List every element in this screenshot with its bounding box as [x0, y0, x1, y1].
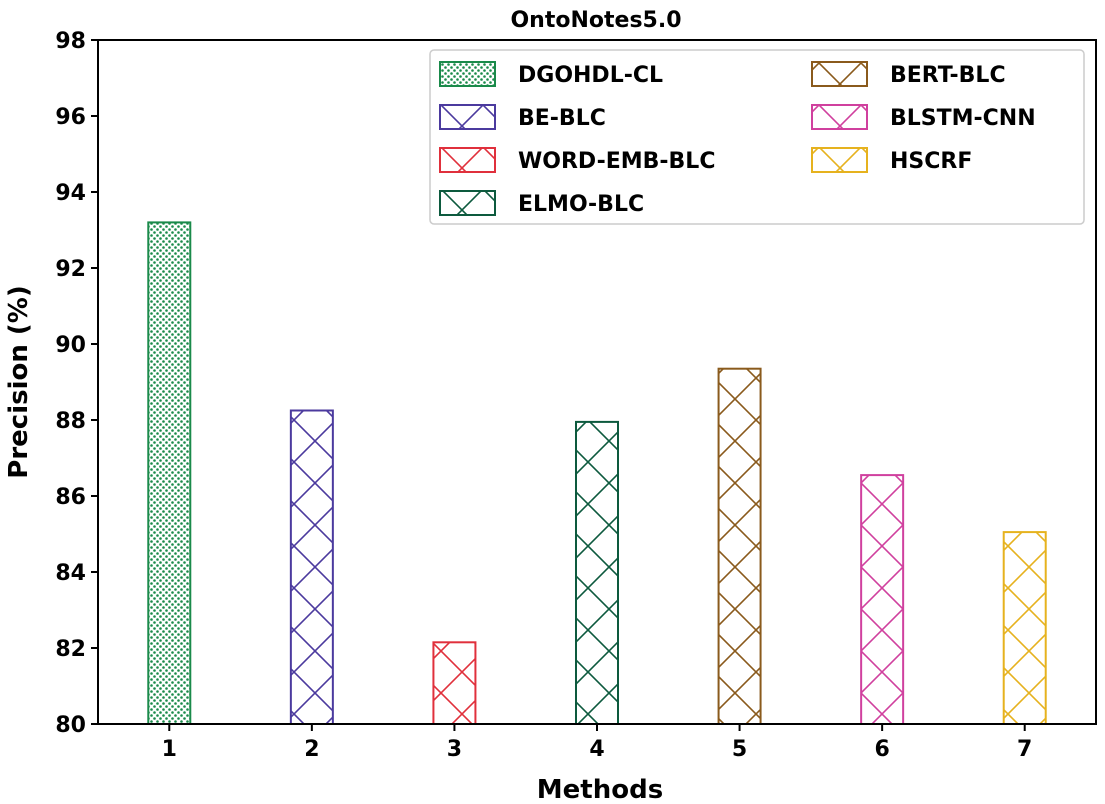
y-tick-label: 98 — [55, 29, 86, 54]
x-tick-label: 3 — [447, 737, 462, 762]
bar-2 — [289, 409, 334, 725]
y-tick-label: 88 — [55, 409, 86, 434]
x-axis-ticks: 1 2 3 4 5 6 7 — [162, 724, 1032, 762]
legend-label: DGOHDL-CL — [518, 63, 663, 88]
x-tick-label: 4 — [589, 737, 604, 762]
y-tick-label: 86 — [55, 485, 86, 510]
bar-3 — [432, 641, 477, 725]
bar-7 — [1002, 531, 1047, 725]
bar-5 — [717, 367, 762, 725]
legend-swatch — [811, 61, 868, 87]
legend-label: BERT-BLC — [890, 63, 1006, 88]
legend: DGOHDL-CL BE-BLC WORD-EMB-BLC ELMO-BLC BERT-… — [429, 49, 1085, 225]
legend-frame — [429, 49, 1085, 225]
x-tick-label: 5 — [732, 737, 747, 762]
x-tick-label: 6 — [874, 737, 889, 762]
y-tick-label: 82 — [55, 637, 86, 662]
y-axis-label: Precision (%) — [4, 285, 34, 478]
legend-swatch — [811, 104, 868, 130]
y-axis-ticks: 80 82 84 86 88 90 92 94 96 98 — [55, 29, 98, 738]
y-tick-label: 92 — [55, 257, 86, 282]
legend-swatch — [439, 190, 496, 216]
legend-label: ELMO-BLC — [518, 192, 644, 217]
legend-swatch — [811, 147, 868, 173]
legend-label: BLSTM-CNN — [890, 106, 1036, 131]
x-tick-label: 1 — [162, 737, 177, 762]
legend-swatch — [439, 61, 496, 87]
y-tick-label: 80 — [55, 713, 86, 738]
bar-4 — [575, 420, 619, 725]
bar-6 — [860, 474, 905, 725]
legend-label: WORD-EMB-BLC — [518, 149, 715, 174]
legend-swatch — [439, 104, 496, 130]
legend-label: BE-BLC — [518, 106, 606, 131]
y-tick-label: 94 — [55, 181, 86, 206]
bars-group — [147, 221, 1047, 725]
y-tick-label: 96 — [55, 105, 86, 130]
legend-label: HSCRF — [890, 149, 972, 174]
chart-title: OntoNotes5.0 — [510, 8, 681, 33]
legend-swatch — [439, 147, 496, 173]
y-tick-label: 90 — [55, 333, 86, 358]
bar-1 — [147, 221, 192, 725]
y-tick-label: 84 — [55, 561, 86, 586]
x-axis-label: Methods — [537, 775, 663, 804]
x-tick-label: 7 — [1017, 737, 1032, 762]
x-tick-label: 2 — [304, 737, 319, 762]
